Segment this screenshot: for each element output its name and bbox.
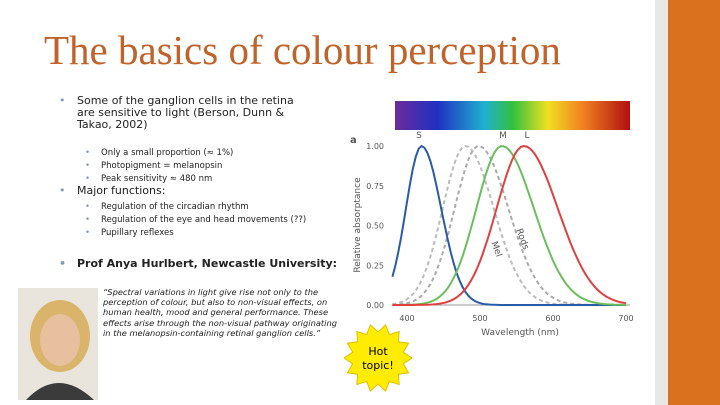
curve-label: Mel [488,240,503,258]
y-tick-label: 0.00 [366,301,384,310]
portrait [18,288,98,400]
y-tick-label: 1.00 [366,142,384,151]
side-bar [668,0,720,405]
bullet: Prof Anya Hurlbert, Newcastle University… [59,258,337,271]
curve [392,144,627,306]
bullet: Some of the ganglion cells in the retina… [59,95,312,131]
x-tick-label: 700 [618,314,633,323]
quote: “Spectral variations in light give rise … [103,287,337,338]
absorptance-figure: 1.00 0.75 0.50 0.25 0.00 400 500 600 700 a Wavelen… [350,101,634,338]
curve-label: Rods [513,227,530,251]
spectrum [395,101,630,130]
x-tick-label: 600 [545,314,560,323]
slide-title: The basics of colour perception [44,27,561,73]
sub-bullet: Regulation of the eye and head movements… [85,215,306,225]
sub-bullet: Pupillary reflexes [85,228,174,238]
curve-label: L [524,131,529,141]
sub-bullet: Peak sensitivity ≈ 480 nm [85,174,212,184]
sub-bullet: Only a small proportion (≈ 1%) [85,148,233,158]
side-strip [655,0,668,405]
y-tick-label: 0.75 [366,182,384,191]
curve [392,145,626,306]
curve-label: S [416,131,422,141]
x-axis-title: Wavelength (nm) [481,328,559,338]
curve [392,144,626,306]
curve-label: M [499,131,507,141]
badge-text: Hot topic! [362,345,394,372]
sub-bullet: Photopigment = melanopsin [85,161,222,171]
panel-label: a [350,135,357,146]
y-tick-label: 0.25 [366,261,384,270]
badge-star [344,324,412,392]
y-axis-title: Relative absorptance [353,177,363,273]
x-tick-label: 500 [472,314,487,323]
y-tick-label: 0.50 [366,222,384,231]
bullet: Major functions: [59,185,166,198]
x-tick-label: 400 [399,314,414,323]
curve [391,144,626,306]
sub-bullet: Regulation of the circadian rhythm [85,202,249,212]
